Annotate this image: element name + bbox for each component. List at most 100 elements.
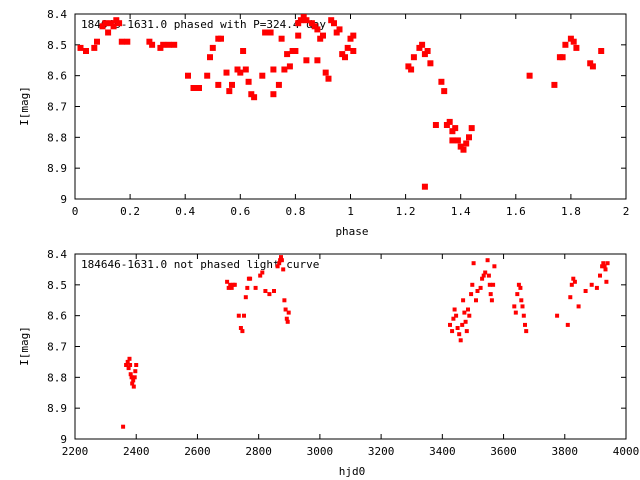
unphased-x-axis-ticks: 2200 2400 2600 2800 3000 3200 3400 3600 3800 4000 xyxy=(62,254,639,458)
unphased-data-point xyxy=(515,292,520,297)
unphased-data-point xyxy=(228,282,233,287)
phased-data-point xyxy=(83,48,89,54)
unphased-x-tick-label: 3200 xyxy=(368,445,395,458)
phased-data-point xyxy=(347,35,354,42)
unphased-data-point xyxy=(485,258,490,263)
unphased-data-point xyxy=(487,282,492,287)
unphased-data-point xyxy=(132,375,137,380)
unphased-data-point xyxy=(471,261,476,266)
phased-plot-frame xyxy=(74,13,627,200)
unphased-data-point xyxy=(486,273,491,278)
phased-data-point xyxy=(446,118,453,125)
phased-data-point xyxy=(452,125,459,132)
phased-data-point xyxy=(463,140,470,147)
unphased-data-point xyxy=(520,304,525,309)
unphased-data-point xyxy=(470,282,475,287)
unphased-data-point xyxy=(480,276,485,281)
phased-data-point xyxy=(350,32,357,39)
unphased-data-point xyxy=(277,261,282,266)
phased-y-tick-label: 9 xyxy=(60,193,67,206)
phased-y-tick-label: 8.5 xyxy=(47,39,67,52)
unphased-x-tick-label: 2200 xyxy=(62,445,89,458)
phased-data-point xyxy=(146,38,153,45)
phased-data-point xyxy=(223,69,230,76)
unphased-y-tick-label: 8.7 xyxy=(47,341,67,354)
phased-data-point xyxy=(229,81,235,88)
unphased-x-tick-label: 3800 xyxy=(552,445,579,458)
unphased-data-point xyxy=(602,264,607,269)
phased-data-point xyxy=(237,69,244,76)
phased-data-point xyxy=(270,66,277,73)
phased-data-point xyxy=(99,23,106,30)
unphased-data-point xyxy=(467,313,472,318)
phased-data-point xyxy=(438,78,445,85)
unphased-y-tick-label: 8.9 xyxy=(47,402,67,415)
phased-data-point xyxy=(551,81,558,88)
phased-data-point xyxy=(110,23,117,30)
phased-data-point xyxy=(573,44,580,51)
phased-data-point xyxy=(267,29,274,36)
unphased-data-point xyxy=(488,292,493,297)
unphased-data-point xyxy=(267,292,272,297)
unphased-data-point xyxy=(229,285,234,290)
phased-y-axis-ticks: 8.4 8.5 8.6 8.7 8.8 8.9 9 xyxy=(47,8,626,206)
phased-data-point xyxy=(207,54,213,61)
unphased-data-point xyxy=(285,319,290,324)
phased-data-point xyxy=(410,54,417,61)
unphased-data-point xyxy=(454,313,459,318)
phased-data-point xyxy=(416,44,423,51)
unphased-y-tick-label: 8.5 xyxy=(47,279,67,292)
unphased-data-point xyxy=(452,307,457,312)
unphased-data-point xyxy=(451,316,456,321)
phased-data-point xyxy=(589,63,596,70)
unphased-data-point xyxy=(521,313,526,318)
unphased-data-point xyxy=(460,322,465,327)
unphased-data-point xyxy=(519,298,524,303)
phased-data-point xyxy=(320,32,326,39)
unphased-data-point xyxy=(243,295,248,300)
phased-data-point xyxy=(468,125,475,132)
phased-data-point xyxy=(303,17,310,24)
unphased-data-point xyxy=(518,285,523,290)
phased-x-tick-label: 1.8 xyxy=(561,205,581,218)
unphased-data-point xyxy=(236,313,241,318)
phased-data-point xyxy=(570,38,577,45)
unphased-data-point xyxy=(450,329,455,334)
unphased-y-axis-label: I[mag] xyxy=(18,326,31,366)
unphased-data-point xyxy=(258,273,263,278)
phased-data-point xyxy=(303,57,310,64)
phased-data-point xyxy=(275,81,282,88)
unphased-data-point xyxy=(475,289,480,293)
phased-data-point xyxy=(331,20,337,27)
unphased-y-tick-label: 8.4 xyxy=(47,248,67,261)
unphased-x-tick-label: 3600 xyxy=(490,445,517,458)
phased-data-point xyxy=(77,44,84,51)
phased-data-point xyxy=(102,20,109,27)
unphased-data-point xyxy=(598,273,602,278)
unphased-data-point xyxy=(565,322,570,327)
phased-data-point xyxy=(218,35,224,42)
phased-x-tick-label: 0.6 xyxy=(230,205,250,218)
unphased-chart-title: 184646-1631.0 not phased light curve xyxy=(81,258,319,271)
phased-data-point xyxy=(278,35,285,42)
unphased-data-point xyxy=(226,285,231,290)
phased-data-point xyxy=(94,38,100,45)
unphased-data-point xyxy=(248,276,253,281)
unphased-data-point xyxy=(583,289,588,293)
unphased-x-tick-label: 2600 xyxy=(184,445,211,458)
phased-data-point xyxy=(259,72,266,79)
unphased-data-point xyxy=(463,319,468,324)
unphased-x-axis-label: hjd0 xyxy=(339,465,366,478)
phased-data-point xyxy=(314,26,321,33)
unphased-data-point xyxy=(605,261,610,266)
phased-data-point xyxy=(270,91,277,98)
phased-data-point xyxy=(251,94,258,101)
phased-data-point xyxy=(286,63,293,70)
unphased-data-point xyxy=(245,285,250,290)
phased-data-point xyxy=(292,48,299,54)
unphased-data-point xyxy=(279,258,284,263)
unphased-data-point xyxy=(263,289,268,293)
phased-x-tick-label: 1.6 xyxy=(506,205,526,218)
unphased-x-tick-label: 3400 xyxy=(429,445,456,458)
unphased-data-point xyxy=(253,285,258,290)
